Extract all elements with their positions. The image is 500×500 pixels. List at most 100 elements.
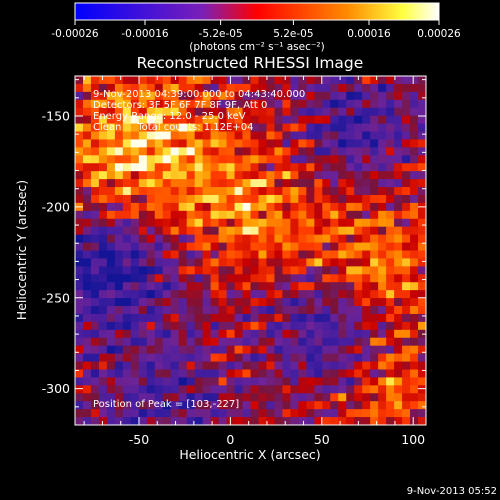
heatmap-cell <box>98 147 108 156</box>
heatmap-cell <box>306 234 315 244</box>
heatmap-cell <box>402 409 411 418</box>
heatmap-cell <box>322 76 331 85</box>
heatmap-cell <box>186 194 196 204</box>
heatmap-cell <box>346 234 355 244</box>
heatmap-cell <box>362 385 371 394</box>
heatmap-cell <box>170 298 180 307</box>
heatmap-cell <box>354 115 363 125</box>
heatmap-cell <box>298 282 307 291</box>
heatmap-cell <box>130 163 140 172</box>
heatmap-cell <box>75 171 84 180</box>
heatmap-cell <box>170 234 180 244</box>
heatmap-cell <box>394 210 403 220</box>
heatmap-cell <box>202 115 212 125</box>
heatmap-cell <box>122 258 132 267</box>
heatmap-cell <box>194 306 204 315</box>
heatmap-cell <box>122 385 132 394</box>
heatmap-cell <box>130 155 140 164</box>
heatmap-cell <box>394 179 403 188</box>
heatmap-cell <box>242 274 252 283</box>
heatmap-cell <box>114 226 124 236</box>
heatmap-cell <box>114 83 124 93</box>
heatmap-cell <box>378 210 387 220</box>
heatmap-cell <box>266 91 276 101</box>
heatmap-cell <box>410 353 419 363</box>
heatmap-cell <box>138 298 148 307</box>
heatmap-cell <box>210 171 220 180</box>
heatmap-cell <box>186 115 196 125</box>
heatmap-cell <box>314 282 323 291</box>
heatmap-cell <box>210 329 220 339</box>
heatmap-cell <box>298 417 307 425</box>
heatmap-cell <box>370 282 379 291</box>
heatmap-cell <box>346 377 355 386</box>
heatmap-cell <box>122 306 132 315</box>
heatmap-cell <box>346 202 355 212</box>
heatmap-cell <box>418 83 426 93</box>
heatmap-cell <box>338 76 347 85</box>
heatmap-cell <box>226 353 236 363</box>
heatmap-cell <box>98 313 108 323</box>
heatmap-cell <box>122 393 132 402</box>
heatmap-cell <box>130 329 140 339</box>
heatmap-cell <box>314 321 323 331</box>
heatmap-cell <box>234 147 244 156</box>
heatmap-cell <box>170 194 180 204</box>
heatmap-cell <box>354 171 363 180</box>
heatmap-cell <box>226 250 236 260</box>
heatmap-cell <box>218 313 228 323</box>
heatmap-cell <box>98 218 108 228</box>
heatmap-cell <box>410 107 419 117</box>
heatmap-cell <box>266 266 276 275</box>
heatmap-cell <box>314 76 323 85</box>
heatmap-cell <box>194 417 204 425</box>
heatmap-cell <box>362 393 371 402</box>
heatmap-cell <box>75 369 84 379</box>
heatmap-cell <box>170 393 180 402</box>
heatmap-cell <box>314 298 323 307</box>
heatmap-cell <box>346 306 355 315</box>
heatmap-cell <box>274 218 284 228</box>
heatmap-cell <box>266 107 276 117</box>
heatmap-cell <box>346 187 355 196</box>
heatmap-cell <box>394 76 403 85</box>
heatmap-cell <box>386 274 395 283</box>
heatmap-cell <box>98 353 108 363</box>
heatmap-cell <box>338 369 347 379</box>
heatmap-cell <box>290 401 299 410</box>
heatmap-cell <box>194 123 204 133</box>
heatmap-cell <box>386 171 395 180</box>
heatmap-cell <box>98 123 108 133</box>
heatmap-cell <box>330 107 339 117</box>
heatmap-cell <box>138 107 148 117</box>
heatmap-cell <box>298 313 307 323</box>
heatmap-cell <box>162 83 172 93</box>
heatmap-cell <box>258 290 268 299</box>
heatmap-cell <box>146 290 156 299</box>
heatmap-cell <box>314 155 323 164</box>
heatmap-cell <box>338 194 347 204</box>
heatmap-cell <box>210 242 220 252</box>
heatmap-cell <box>106 99 116 109</box>
heatmap-cell <box>154 171 164 180</box>
heatmap-cell <box>370 179 379 188</box>
heatmap-cell <box>410 306 419 315</box>
heatmap-cell <box>402 179 411 188</box>
heatmap-cell <box>330 123 339 133</box>
heatmap-cell <box>418 115 426 125</box>
heatmap-cell <box>418 218 426 228</box>
heatmap-cell <box>418 155 426 164</box>
heatmap-cell <box>75 290 84 299</box>
heatmap-cell <box>90 321 100 331</box>
heatmap-cell <box>282 218 291 228</box>
heatmap-cell <box>90 242 100 252</box>
heatmap-cell <box>218 274 228 283</box>
heatmap-cell <box>202 202 212 212</box>
heatmap-cell <box>194 155 204 164</box>
heatmap-cell <box>274 345 284 355</box>
heatmap-cell <box>178 393 188 402</box>
heatmap-cell <box>306 361 315 371</box>
heatmap-cell <box>250 218 260 228</box>
heatmap-cell <box>162 377 172 386</box>
heatmap-cell <box>354 250 363 260</box>
